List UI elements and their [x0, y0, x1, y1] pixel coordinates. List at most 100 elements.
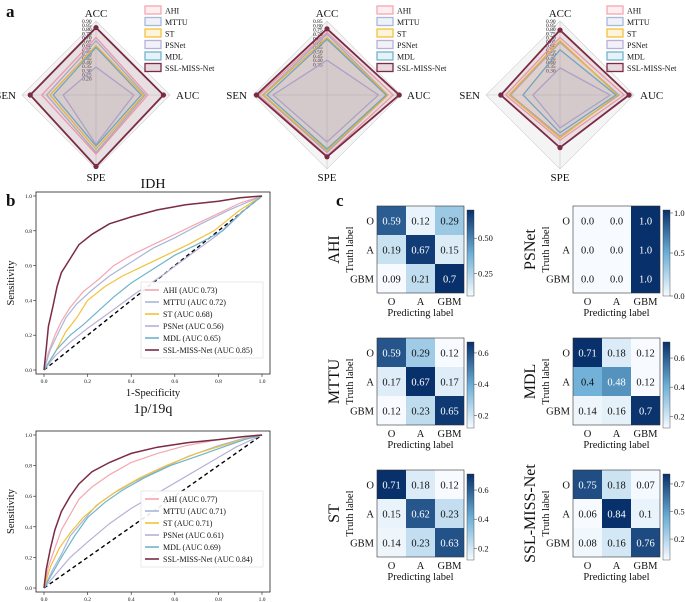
cm-cell [573, 470, 602, 499]
radar-tick-label: 0.70 [313, 32, 323, 38]
roc-y-tick-label: 1.0 [25, 433, 32, 439]
cm-cell [573, 338, 602, 367]
cm-y-class-label: A [366, 378, 374, 389]
radar-tick-label: 0.45 [82, 56, 92, 62]
panel-label-b: b [6, 191, 15, 210]
cm-colorbar-tick-label: 0.2 [674, 411, 685, 421]
cm-y-class-label: O [562, 349, 570, 360]
cm-cell-value: 0.17 [440, 378, 458, 389]
cm-cell-value: 0.76 [636, 539, 654, 550]
cm-cell [435, 396, 464, 425]
radar-tick-label: 0.20 [82, 77, 92, 83]
radar-tick-label: 0.30 [546, 68, 556, 74]
legend-swatch-psnet [376, 39, 394, 50]
cm-colorbar-tick-label: 0.6 [478, 485, 489, 495]
roc-curve-st [43, 434, 263, 589]
radar-tick-label: 0.65 [313, 36, 323, 42]
roc-chance-diagonal [43, 195, 263, 371]
radar-tick-label: 0.65 [82, 40, 92, 46]
cm-cell-value: 0.0 [581, 217, 594, 228]
panel-label-a: a [6, 2, 15, 21]
roc-plot-frame [35, 191, 271, 375]
legend-label-mttu: MTTU (AUC 0.71) [163, 507, 226, 516]
roc-y-tick-label: 1.0 [25, 194, 32, 200]
cm-colorbar-tick-label: 0.2 [478, 543, 489, 553]
radar-series-mdl [52, 46, 143, 147]
legend-swatch-ssl-miss-net [376, 62, 394, 73]
cm-cell-value: 0.71 [382, 481, 400, 492]
roc-y-tick-label: 0.8 [25, 229, 32, 235]
legend-label-st: ST [165, 30, 174, 39]
radar-point-ssl-miss-net [27, 92, 33, 98]
cm-y-class-label: GBM [350, 275, 375, 286]
cm-cell [631, 264, 660, 293]
legend-label-psnet: PSNet (AUC 0.61) [163, 531, 224, 540]
cm-cell [631, 235, 660, 264]
cm-x-class-label: A [613, 561, 621, 572]
cm-cell-value: 0.0 [610, 275, 623, 286]
cm-cell-value: 0.23 [440, 510, 458, 521]
cm-y-class-label: GBM [350, 407, 375, 418]
roc-legend: AHI (AUC 0.73) MTTU (AUC 0.72) ST (AUC 0.6… [140, 281, 264, 359]
cm-x-class-label: O [584, 429, 592, 440]
cm-cell [631, 528, 660, 557]
legend-label-ssl-miss-net: SSL-MISS-Net (AUC 0.85) [163, 346, 253, 355]
roc-x-tick-label: 1.0 [259, 597, 266, 602]
cm-cell-value: 0.65 [440, 407, 458, 418]
cm-cell-value: 0.59 [382, 217, 400, 228]
cm-y-axis-label: Truth label [345, 358, 356, 404]
cm-colorbar [466, 473, 475, 561]
cm-cell-value: 0.75 [578, 481, 596, 492]
radar-tick-label: 0.70 [546, 35, 556, 41]
radar-point-ssl-miss-net [557, 27, 563, 33]
confusion-matrix-mdl: 0.71 0.18 0.12 0.4 0.48 0.12 0.14 0.16 0.7 O O A A GB… [522, 337, 685, 451]
roc-x-tick-label: 1.0 [259, 379, 266, 385]
radar-axis-label-spe: SPE [551, 172, 570, 184]
legend-label-ahi: AHI [627, 7, 642, 16]
radar-point-ssl-miss-net [253, 92, 260, 98]
radar-tick-label: 0.35 [546, 64, 556, 70]
legend-label-ahi: AHI [165, 7, 180, 16]
cm-cell-value: 0.08 [578, 539, 596, 550]
roc-x-tick-label: 0.8 [215, 379, 222, 385]
cm-cell-value: 1.0 [639, 246, 652, 257]
cm-model-name: PSNet [522, 229, 539, 270]
cm-cell [406, 206, 435, 235]
radar-series-ahi [504, 36, 626, 142]
cm-x-class-label: GBM [438, 561, 463, 572]
cm-cell-value: 0.14 [578, 407, 597, 418]
cm-cell [406, 470, 435, 499]
cm-cell-value: 0.15 [440, 246, 458, 257]
cm-y-class-label: GBM [546, 539, 571, 550]
cm-cell-value: 0.7 [639, 407, 652, 418]
cm-frame [376, 205, 465, 294]
cm-cell-value: 0.18 [411, 481, 429, 492]
cm-cell-value: 0.23 [411, 407, 429, 418]
radar-chart-1: 0.900.850.800.750.700.650.600.550.500.45… [0, 5, 215, 184]
cm-cell-value: 0.67 [411, 378, 429, 389]
cm-colorbar-tick-label: 0.6 [674, 353, 685, 363]
radar-point-ssl-miss-net [557, 145, 563, 151]
roc-x-tick-label: 0.4 [128, 597, 135, 602]
cm-cell-value: 0.84 [607, 510, 626, 521]
cm-colorbar-tick-label: 0.5 [674, 248, 685, 258]
confusion-matrix-panel: 0.59 0.12 0.29 0.19 0.67 0.15 0.09 0.21 0.7 O O A A G… [326, 205, 685, 583]
cm-cell-value: 0.14 [382, 539, 401, 550]
cm-cell [573, 528, 602, 557]
cm-cell-value: 0.18 [607, 481, 625, 492]
legend-swatch-ssl-miss-net [606, 62, 624, 73]
cm-cell [573, 499, 602, 528]
cm-cell-value: 0.0 [581, 246, 594, 257]
cm-cell [377, 206, 406, 235]
legend-swatch-psnet [144, 39, 162, 50]
cm-model-name: AHI [326, 235, 343, 263]
cm-model-name: MTTU [326, 358, 343, 404]
roc-x-tick-label: 0.2 [84, 597, 91, 602]
roc-y-tick-label: 0.8 [25, 464, 32, 470]
cm-y-class-label: GBM [546, 275, 571, 286]
radar-axis-label-sen: SEN [459, 90, 480, 102]
confusion-matrix-ssl-miss-net: 0.75 0.18 0.07 0.06 0.84 0.1 0.08 0.16 0.76 O O A A G… [522, 464, 685, 583]
cm-cell [602, 499, 631, 528]
roc-curve-psnet [43, 434, 263, 589]
